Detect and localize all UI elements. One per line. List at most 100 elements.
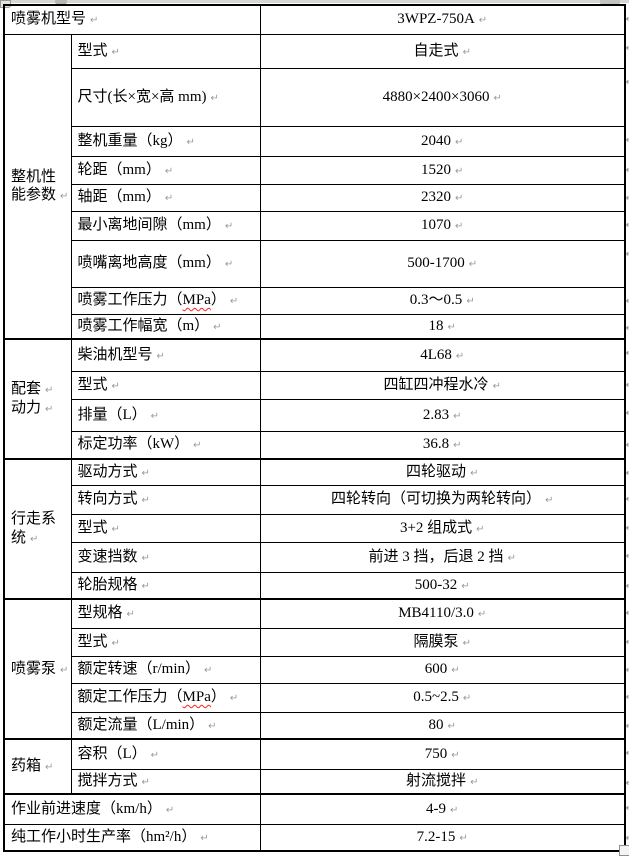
param-value-cell[interactable]: 隔膜泵↵↵ (259, 627, 629, 657)
end-of-cell-mark-icon: ↵ (150, 410, 160, 422)
end-of-cell-mark-icon: ↵ (459, 832, 468, 844)
productivity-row: 纯工作小时生产率（hm²/h）↵ 7.2-15↵↵ (3, 823, 629, 852)
param-value-cell[interactable]: 前进 3 挡，后退 2 挡↵↵ (259, 541, 629, 573)
end-of-cell-mark-icon: ↵ (165, 804, 175, 816)
end-of-cell-mark-icon: ↵ (213, 321, 222, 333)
group-cell-spray-pump[interactable]: 喷雾泵 ↵ (3, 598, 72, 740)
end-of-cell-mark-icon: ↵ (462, 46, 471, 58)
param-label-cell[interactable]: 型式 ↵ (70, 513, 261, 543)
param-value-cell[interactable]: 1070↵↵ (259, 210, 629, 241)
spec-row: 型式↵ 四缸四冲程水冷↵↵ (4, 370, 629, 400)
machine-model-label-cell[interactable]: 喷雾机型号 ↵ (3, 4, 261, 35)
spec-row: 排量（L）↵ 2.83↵↵ (4, 398, 629, 432)
end-of-row-mark-icon: ↵ (626, 833, 629, 846)
end-of-cell-mark-icon: ↵ (45, 385, 54, 397)
param-value-cell[interactable]: 自走式↵↵ (259, 33, 629, 69)
end-of-cell-mark-icon: ↵ (224, 221, 234, 233)
param-label-cell[interactable]: 标定功率（kW） ↵ (70, 430, 261, 460)
param-label-cell[interactable]: 搅拌方式 ↵ (70, 768, 261, 795)
end-of-cell-mark-icon: ↵ (493, 92, 502, 104)
param-value-cell[interactable]: 500-32↵↵ (259, 571, 629, 600)
param-value-cell[interactable]: 2320↵↵ (259, 183, 629, 212)
end-of-cell-mark-icon: ↵ (455, 193, 464, 205)
param-label-cell[interactable]: 轴距（mm） ↵ (70, 183, 261, 212)
end-of-cell-mark-icon: ↵ (111, 637, 120, 649)
param-label-cell[interactable]: 型式 ↵ (70, 370, 261, 400)
end-of-cell-mark-icon: ↵ (451, 665, 460, 677)
param-label-cell[interactable]: 型式 ↵ (70, 33, 261, 69)
param-value-cell[interactable]: 射流搅拌↵↵ (259, 768, 629, 795)
param-value-cell[interactable]: 36.8↵↵ (259, 430, 629, 460)
param-value-cell[interactable]: 7.2-15↵↵ (259, 823, 629, 852)
param-value-cell[interactable]: 750↵↵ (259, 738, 629, 770)
end-of-row-mark-icon: ↵ (626, 637, 629, 650)
param-value-cell[interactable]: 18↵↵ (259, 313, 629, 340)
param-label-cell[interactable]: 型规格 ↵ (70, 598, 261, 629)
param-value-cell[interactable]: 500-1700↵↵ (259, 239, 629, 288)
param-label-cell[interactable]: 变速挡数 ↵ (70, 541, 261, 573)
param-label-cell[interactable]: 额定转速（r/min） ↵ (70, 655, 261, 684)
param-value-cell[interactable]: 四缸四冲程水冷↵↵ (259, 370, 629, 400)
param-value-cell[interactable]: 4L68↵↵ (259, 338, 629, 372)
group-cell-drive-system[interactable]: 行走系 统 ↵ (3, 458, 72, 600)
param-label-cell[interactable]: 额定工作压力（MPa） ↵ (70, 682, 261, 713)
table-resize-handle[interactable] (619, 845, 629, 856)
param-label-cell[interactable]: 驱动方式 ↵ (70, 458, 261, 486)
spec-table: 喷雾机型号↵ 3WPZ-750A↵ ↵ 整机性 能参数↵ 型式↵ 自走式↵↵ 尺… (3, 4, 629, 852)
param-value-cell[interactable]: 0.3～0.5↵↵ (259, 286, 629, 315)
param-label-cell[interactable]: 整机重量（kg） ↵ (70, 125, 261, 157)
param-value-cell[interactable]: 2040↵↵ (259, 125, 629, 157)
machine-model-value-cell[interactable]: 3WPZ-750A↵ ↵ (259, 4, 629, 35)
group-label-line: 喷雾泵 ↵ (11, 660, 69, 677)
param-label-cell[interactable]: 转向方式 ↵ (70, 484, 261, 515)
param-label-cell[interactable]: 最小离地间隙（mm） ↵ (70, 210, 261, 241)
end-of-row-mark-icon: ↵ (626, 665, 629, 678)
spellcheck-word: MPa (182, 292, 211, 309)
end-of-cell-mark-icon: ↵ (150, 749, 160, 761)
param-value-cell[interactable]: MB4110/3.0↵↵ (259, 598, 629, 629)
end-of-row-mark-icon: ↵ (626, 296, 629, 309)
group-cell-power[interactable]: 配套 ↵ 动力 ↵ (3, 338, 72, 460)
param-label-cell[interactable]: 尺寸(长×宽×高 mm) ↵ (70, 67, 261, 127)
end-of-cell-mark-icon: ↵ (60, 191, 69, 203)
param-label-cell[interactable]: 排量（L） ↵ (70, 398, 261, 432)
param-value-cell[interactable]: 0.5~2.5↵↵ (259, 682, 629, 713)
param-value-cell[interactable]: 2.83↵↵ (259, 398, 629, 432)
param-value-cell[interactable]: 3+2 组成式↵↵ (259, 513, 629, 543)
end-of-cell-mark-icon: ↵ (492, 380, 501, 392)
param-label-cell[interactable]: 容积（L） ↵ (70, 738, 261, 770)
param-label-cell[interactable]: 纯工作小时生产率（hm²/h） ↵ (3, 823, 261, 852)
param-label-cell[interactable]: 型式 ↵ (70, 627, 261, 657)
param-label-cell[interactable]: 喷嘴离地高度（mm） ↵ (70, 239, 261, 288)
spec-row: 转向方式↵ 四轮转向（可切换为两轮转向）↵↵ (4, 484, 629, 515)
param-label-cell[interactable]: 柴油机型号 ↵ (70, 338, 261, 372)
end-of-cell-mark-icon: ↵ (30, 534, 39, 545)
param-value-cell[interactable]: 四轮转向（可切换为两轮转向）↵↵ (259, 484, 629, 515)
param-value-cell[interactable]: 600↵↵ (259, 655, 629, 684)
spec-row: 额定转速（r/min）↵ 600↵↵ (4, 655, 629, 684)
group-cell-performance[interactable]: 整机性 能参数 ↵ (3, 33, 72, 340)
param-label-cell[interactable]: 轮胎规格 ↵ (70, 571, 261, 600)
param-value-cell[interactable]: 80↵↵ (259, 711, 629, 740)
end-of-cell-mark-icon: ↵ (164, 193, 174, 205)
param-label-cell[interactable]: 喷雾工作压力（MPa） ↵ (70, 286, 261, 315)
end-of-row-mark-icon: ↵ (626, 692, 629, 705)
end-of-row-mark-icon: ↵ (626, 249, 629, 262)
param-label-cell[interactable]: 喷雾工作幅宽（m） ↵ (70, 313, 261, 340)
spec-row: 配套↵ 动力↵ 柴油机型号↵ 4L68↵↵ (3, 338, 629, 460)
param-value-cell[interactable]: 四轮驱动↵↵ (259, 458, 629, 486)
param-value-cell[interactable]: 1520↵↵ (259, 155, 629, 185)
end-of-cell-mark-icon: ↵ (141, 467, 150, 479)
spec-row: 型式↵ 隔膜泵↵↵ (4, 627, 629, 657)
end-of-row-mark-icon: ↵ (626, 748, 629, 761)
param-value-cell[interactable]: 4-9↵↵ (259, 793, 629, 825)
param-label-cell[interactable]: 额定流量（L/min） ↵ (70, 711, 261, 740)
param-label-cell[interactable]: 作业前进速度（km/h） ↵ (3, 793, 261, 825)
spec-row: 喷雾工作压力（MPa）↵ 0.3～0.5↵↵ (4, 286, 629, 315)
param-value-cell[interactable]: 4880×2400×3060↵↵ (259, 67, 629, 127)
group-cell-tank[interactable]: 药箱 ↵ (3, 738, 72, 795)
end-of-row-mark-icon: ↵ (626, 468, 629, 481)
end-of-row-mark-icon: ↵ (626, 220, 629, 233)
end-of-cell-mark-icon: ↵ (476, 523, 485, 535)
param-label-cell[interactable]: 轮距（mm） ↵ (70, 155, 261, 185)
